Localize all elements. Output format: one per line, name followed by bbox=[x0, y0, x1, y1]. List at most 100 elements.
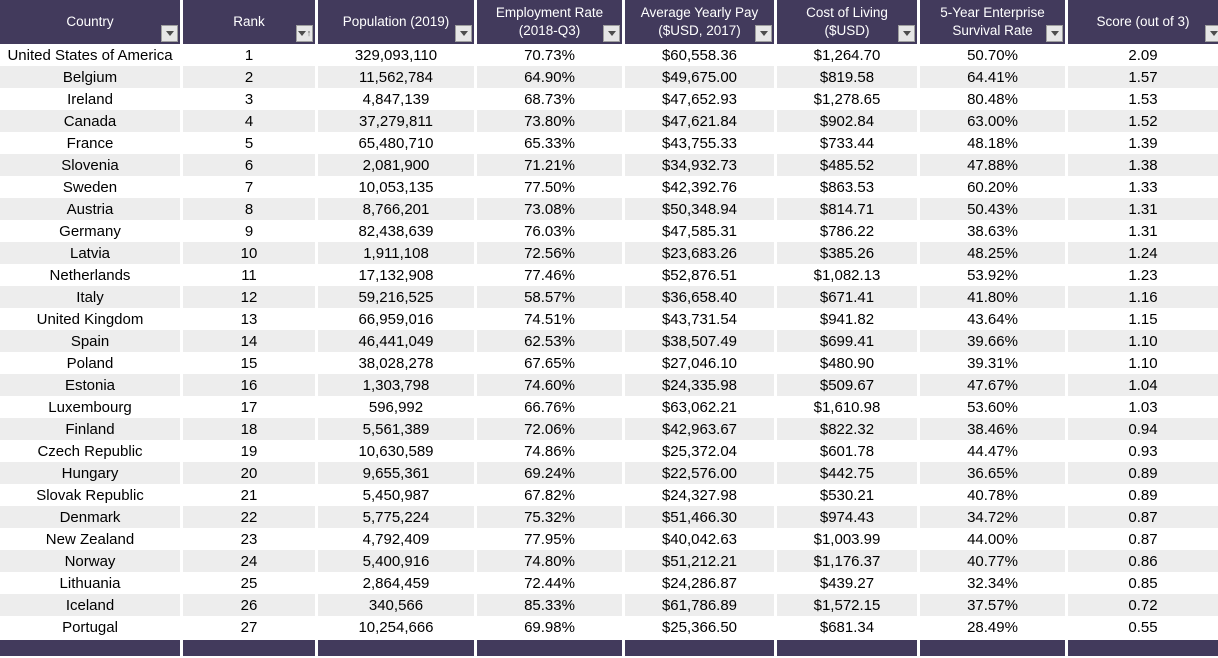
cell-country[interactable]: United States of America bbox=[0, 44, 183, 66]
cell-survival-rate[interactable]: 50.43% bbox=[920, 198, 1068, 220]
cell-country[interactable]: Netherlands bbox=[0, 264, 183, 286]
cell-average-yearly-pay[interactable]: $36,658.40 bbox=[625, 286, 777, 308]
cell-survival-rate[interactable]: 63.00% bbox=[920, 110, 1068, 132]
cell-population[interactable]: 38,028,278 bbox=[318, 352, 477, 374]
cell-rank[interactable]: 24 bbox=[183, 550, 318, 572]
cell-country[interactable]: Latvia bbox=[0, 242, 183, 264]
cell-rank[interactable]: 26 bbox=[183, 594, 318, 616]
cell-cost-of-living[interactable]: $733.44 bbox=[777, 132, 920, 154]
column-header-country[interactable]: Country bbox=[0, 0, 183, 44]
cell-employment-rate[interactable]: 72.56% bbox=[477, 242, 625, 264]
cell-rank[interactable]: 20 bbox=[183, 462, 318, 484]
cell-survival-rate[interactable]: 48.25% bbox=[920, 242, 1068, 264]
filter-dropdown-button[interactable] bbox=[1205, 25, 1218, 42]
cell-survival-rate[interactable]: 36.65% bbox=[920, 462, 1068, 484]
cell-survival-rate[interactable]: 41.80% bbox=[920, 286, 1068, 308]
cell-employment-rate[interactable]: 71.21% bbox=[477, 154, 625, 176]
cell-average-yearly-pay[interactable]: $63,062.21 bbox=[625, 396, 777, 418]
cell-survival-rate[interactable]: 47.88% bbox=[920, 154, 1068, 176]
cell-country[interactable]: Ireland bbox=[0, 88, 183, 110]
cell-population[interactable]: 5,561,389 bbox=[318, 418, 477, 440]
cell-population[interactable]: 329,093,110 bbox=[318, 44, 477, 66]
cell-rank[interactable]: 8 bbox=[183, 198, 318, 220]
column-header-score[interactable]: Score (out of 3) bbox=[1068, 0, 1218, 44]
cell-rank[interactable]: 23 bbox=[183, 528, 318, 550]
cell-average-yearly-pay[interactable]: $47,621.84 bbox=[625, 110, 777, 132]
cell-rank[interactable]: 19 bbox=[183, 440, 318, 462]
cell-population[interactable]: 65,480,710 bbox=[318, 132, 477, 154]
cell-cost-of-living[interactable]: $814.71 bbox=[777, 198, 920, 220]
cell-employment-rate[interactable]: 70.73% bbox=[477, 44, 625, 66]
cell-rank[interactable]: 14 bbox=[183, 330, 318, 352]
cell-rank[interactable]: 11 bbox=[183, 264, 318, 286]
cell-average-yearly-pay[interactable]: $24,286.87 bbox=[625, 572, 777, 594]
cell-survival-rate[interactable]: 47.67% bbox=[920, 374, 1068, 396]
cell-country[interactable]: Lithuania bbox=[0, 572, 183, 594]
cell-score[interactable]: 0.93 bbox=[1068, 440, 1218, 462]
cell-employment-rate[interactable]: 85.33% bbox=[477, 594, 625, 616]
cell-country[interactable]: Estonia bbox=[0, 374, 183, 396]
filter-dropdown-button[interactable] bbox=[603, 25, 620, 42]
cell-average-yearly-pay[interactable]: $38,507.49 bbox=[625, 330, 777, 352]
column-header-survival-rate[interactable]: 5-Year Enterprise Survival Rate bbox=[920, 0, 1068, 44]
cell-employment-rate[interactable]: 76.03% bbox=[477, 220, 625, 242]
cell-cost-of-living[interactable]: $601.78 bbox=[777, 440, 920, 462]
cell-score[interactable]: 0.55 bbox=[1068, 616, 1218, 638]
cell-cost-of-living[interactable]: $442.75 bbox=[777, 462, 920, 484]
cell-survival-rate[interactable]: 64.41% bbox=[920, 66, 1068, 88]
cell-country[interactable]: Portugal bbox=[0, 616, 183, 638]
cell-cost-of-living[interactable]: $699.41 bbox=[777, 330, 920, 352]
cell-population[interactable]: 340,566 bbox=[318, 594, 477, 616]
cell-score[interactable]: 1.16 bbox=[1068, 286, 1218, 308]
cell-cost-of-living[interactable]: $385.26 bbox=[777, 242, 920, 264]
cell-rank[interactable]: 25 bbox=[183, 572, 318, 594]
cell-country[interactable]: New Zealand bbox=[0, 528, 183, 550]
column-header-average-yearly-pay[interactable]: Average Yearly Pay ($USD, 2017) bbox=[625, 0, 777, 44]
cell-survival-rate[interactable]: 38.63% bbox=[920, 220, 1068, 242]
cell-cost-of-living[interactable]: $863.53 bbox=[777, 176, 920, 198]
cell-population[interactable]: 1,911,108 bbox=[318, 242, 477, 264]
cell-survival-rate[interactable]: 80.48% bbox=[920, 88, 1068, 110]
filter-dropdown-button[interactable] bbox=[1046, 25, 1063, 42]
cell-survival-rate[interactable]: 50.70% bbox=[920, 44, 1068, 66]
cell-population[interactable]: 10,630,589 bbox=[318, 440, 477, 462]
cell-score[interactable]: 1.52 bbox=[1068, 110, 1218, 132]
cell-rank[interactable]: 9 bbox=[183, 220, 318, 242]
cell-population[interactable]: 1,303,798 bbox=[318, 374, 477, 396]
cell-cost-of-living[interactable]: $480.90 bbox=[777, 352, 920, 374]
cell-country[interactable]: United Kingdom bbox=[0, 308, 183, 330]
cell-rank[interactable]: 12 bbox=[183, 286, 318, 308]
cell-population[interactable]: 596,992 bbox=[318, 396, 477, 418]
cell-country[interactable]: Sweden bbox=[0, 176, 183, 198]
cell-score[interactable]: 1.57 bbox=[1068, 66, 1218, 88]
cell-country[interactable]: Iceland bbox=[0, 594, 183, 616]
cell-cost-of-living[interactable]: $509.67 bbox=[777, 374, 920, 396]
cell-survival-rate[interactable]: 40.77% bbox=[920, 550, 1068, 572]
cell-rank[interactable]: 13 bbox=[183, 308, 318, 330]
cell-population[interactable]: 11,562,784 bbox=[318, 66, 477, 88]
cell-score[interactable]: 1.24 bbox=[1068, 242, 1218, 264]
cell-score[interactable]: 0.87 bbox=[1068, 506, 1218, 528]
cell-survival-rate[interactable]: 48.18% bbox=[920, 132, 1068, 154]
cell-country[interactable]: Italy bbox=[0, 286, 183, 308]
cell-survival-rate[interactable]: 37.57% bbox=[920, 594, 1068, 616]
cell-average-yearly-pay[interactable]: $24,327.98 bbox=[625, 484, 777, 506]
cell-survival-rate[interactable]: 34.72% bbox=[920, 506, 1068, 528]
cell-score[interactable]: 1.53 bbox=[1068, 88, 1218, 110]
cell-average-yearly-pay[interactable]: $24,335.98 bbox=[625, 374, 777, 396]
cell-cost-of-living[interactable]: $941.82 bbox=[777, 308, 920, 330]
cell-population[interactable]: 10,254,666 bbox=[318, 616, 477, 638]
cell-country[interactable]: Luxembourg bbox=[0, 396, 183, 418]
cell-employment-rate[interactable]: 67.65% bbox=[477, 352, 625, 374]
cell-score[interactable]: 1.38 bbox=[1068, 154, 1218, 176]
cell-population[interactable]: 37,279,811 bbox=[318, 110, 477, 132]
cell-rank[interactable]: 3 bbox=[183, 88, 318, 110]
cell-employment-rate[interactable]: 68.73% bbox=[477, 88, 625, 110]
cell-country[interactable]: Denmark bbox=[0, 506, 183, 528]
cell-employment-rate[interactable]: 69.98% bbox=[477, 616, 625, 638]
cell-employment-rate[interactable]: 74.80% bbox=[477, 550, 625, 572]
cell-score[interactable]: 1.33 bbox=[1068, 176, 1218, 198]
cell-population[interactable]: 8,766,201 bbox=[318, 198, 477, 220]
cell-survival-rate[interactable]: 40.78% bbox=[920, 484, 1068, 506]
cell-survival-rate[interactable]: 44.47% bbox=[920, 440, 1068, 462]
